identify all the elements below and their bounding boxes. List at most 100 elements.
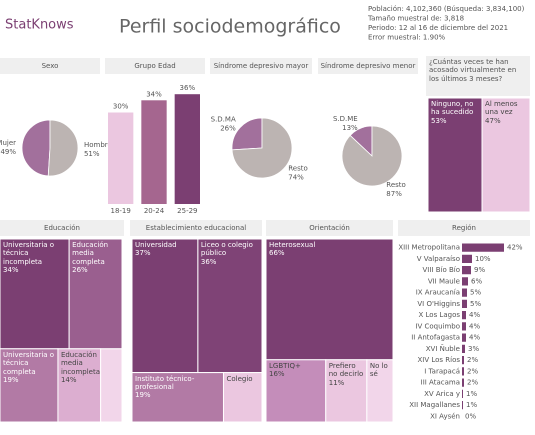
bar (462, 389, 463, 398)
y-tick-label: IV Coquimbo (415, 322, 460, 330)
treemap-label: LGBTIQ+ 16% (266, 360, 326, 422)
bar-value-label: 2% (467, 356, 478, 364)
bar-value-label: 36% (180, 84, 196, 92)
treemap-label: No lo sé (367, 360, 393, 422)
treemap-label-line: 14% (60, 375, 77, 384)
bar-value-label: 0% (465, 412, 476, 420)
treemap-cell (366, 359, 394, 423)
panel-title-bg (210, 58, 312, 74)
x-tick-label: 25-29 (177, 207, 197, 215)
y-tick-label: XIV Los Ríos (417, 356, 460, 364)
bar-value-label: 30% (113, 103, 129, 111)
treemap-label-line: 66% (269, 249, 285, 258)
bar-value-label: 4% (469, 322, 480, 330)
treemap-label: Ninguno, no ha sucedido 53% (428, 98, 482, 212)
panel-title-bg (266, 220, 393, 236)
pie-slice (21, 119, 51, 177)
treemap-label-line: Prefiero no decirlo (328, 361, 364, 379)
bar-value-label: 10% (475, 255, 491, 263)
bar-value-label: 34% (146, 90, 162, 98)
treemap-cell (222, 372, 263, 423)
bar (462, 378, 464, 387)
pie-label: Resto (288, 165, 308, 173)
y-tick-label: X Los Lagos (418, 311, 460, 319)
bar (462, 311, 466, 320)
pie-value-label: 87% (386, 190, 402, 198)
bar (462, 299, 467, 308)
bar-value-label: 42% (507, 244, 523, 252)
bar (462, 367, 464, 376)
bar-value-label: 2% (467, 379, 478, 387)
treemap-label: Liceo o colegio público 36% (198, 239, 262, 373)
panel-title-bg (398, 220, 530, 236)
treemap-label: Heterosexual 66% (266, 239, 393, 360)
treemap-label-line: No lo sé (369, 361, 388, 379)
pie-slice (231, 117, 263, 151)
treemap-label-line: 19% (135, 391, 151, 400)
pie-slice (341, 125, 403, 187)
panel-title: Síndrome depresivo menor (321, 62, 416, 70)
treemap-label-line: LGBTIQ+ (269, 361, 301, 370)
panel-title-line: ¿Cuántas veces te han acosado virtualmen… (429, 58, 517, 83)
page-title: Perfil sociodemográfico (119, 16, 341, 38)
y-tick-label: VIII Bío Bío (423, 266, 461, 274)
treemap-label-box: Colegio (226, 375, 252, 383)
y-tick-label: V Valparaíso (417, 255, 460, 263)
info-line: Periodo: 12 al 16 de diciembre del 2021 (368, 24, 508, 32)
y-tick-label: VII Maule (428, 277, 460, 285)
treemap-label: Prefiero no decirlo 11% (326, 360, 367, 422)
treemap-label-line: Universidad (135, 241, 177, 249)
pie-label: S.D.ME (333, 115, 358, 123)
treemap-label-line: 16% (269, 370, 285, 379)
info-line: Error muestral: 1.90% (368, 34, 446, 42)
panel-title: Orientación (309, 224, 350, 232)
bar (141, 100, 167, 204)
bar (174, 94, 200, 204)
pie-label: Hombre (84, 141, 112, 149)
treemap-cell (265, 359, 327, 423)
bar (462, 322, 466, 331)
treemap-label-line: Liceo o colegio público (200, 241, 253, 258)
bar-value-label: 4% (469, 311, 480, 319)
treemap-cell (57, 348, 102, 423)
treemap-label-line: 34% (3, 266, 19, 275)
x-tick-label: 20-24 (144, 207, 165, 215)
pie-value-label: 74% (288, 174, 304, 182)
pie-value-label: 49% (0, 148, 16, 156)
treemap-label-line: Heterosexual (269, 241, 316, 249)
bar-value-label: 6% (471, 277, 482, 285)
y-tick-label: XIII Metropolitana (398, 244, 460, 252)
treemap-label-line: 36% (200, 257, 217, 266)
treemap-label-line: Universitaria o técnica incompleta (3, 241, 55, 266)
panel-title: Sexo (42, 62, 59, 70)
treemap-label-line: 53% (431, 116, 447, 125)
panel-title-bg (0, 58, 100, 74)
panel-title-box: ¿Cuántas veces te han acosado virtualmen… (429, 58, 517, 83)
treemap-label: Educación media incompleta 14% (58, 349, 101, 422)
bar-value-label: 9% (474, 266, 485, 274)
logo: StatKnows (5, 18, 74, 33)
bar-value-label: 1% (466, 401, 477, 409)
treemap-label-line: 26% (72, 266, 88, 275)
bar (462, 277, 468, 286)
treemap-cell (197, 238, 263, 374)
pie-label: S.D.MA (211, 115, 236, 123)
treemap-label: Instituto técnico-profesional 19% (132, 373, 223, 422)
pie-label: Mujer (0, 139, 16, 147)
treemap-label: Universidad 37% (132, 239, 198, 373)
treemap-cell (131, 238, 199, 374)
treemap-label: Al menos una vez 47% (482, 98, 530, 212)
treemap-label-line: 37% (135, 249, 151, 258)
panel-title: Establecimiento educacional (146, 224, 246, 232)
panel-title-bg (0, 220, 124, 236)
treemap-label: Universitaria o técnica incompleta 34% (0, 239, 69, 349)
treemap-label-box: LGBTIQ+16% (266, 360, 326, 422)
treemap-cell (131, 372, 224, 423)
bar (462, 401, 463, 410)
pie-value-label: 26% (220, 124, 236, 132)
